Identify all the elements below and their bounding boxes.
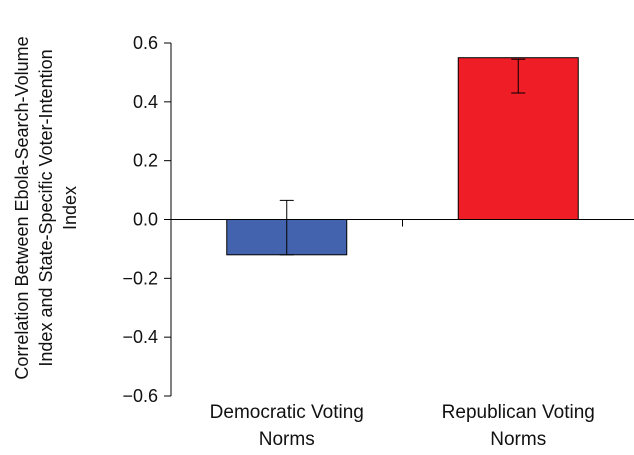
y-axis-label-line-2: Index and State-Specific Voter-Intention <box>36 49 56 366</box>
y-tick-label: 0.6 <box>133 33 158 53</box>
x-category-label: Republican Voting <box>442 402 595 423</box>
y-tick-label: −0.6 <box>122 386 158 406</box>
y-tick-label: 0.4 <box>133 92 158 112</box>
x-category-label: Democratic Voting <box>210 402 364 423</box>
y-tick-label: −0.4 <box>122 327 158 347</box>
y-axis-label-line-3: Index <box>60 186 80 230</box>
y-axis-label: Correlation Between Ebola-Search-Volume … <box>12 36 80 379</box>
plot-area: 0.6 0.4 0.2 0.0 −0.2 −0.4 −0.6 Democratic Votin… <box>122 33 634 450</box>
y-tick-label: 0.2 <box>133 151 158 171</box>
y-tick-label: 0.0 <box>133 210 158 230</box>
y-axis-label-line-1: Correlation Between Ebola-Search-Volume <box>12 36 32 379</box>
x-category-label: Norms <box>490 429 546 450</box>
y-tick-label: −0.2 <box>122 268 158 288</box>
x-category-label: Norms <box>259 429 315 450</box>
